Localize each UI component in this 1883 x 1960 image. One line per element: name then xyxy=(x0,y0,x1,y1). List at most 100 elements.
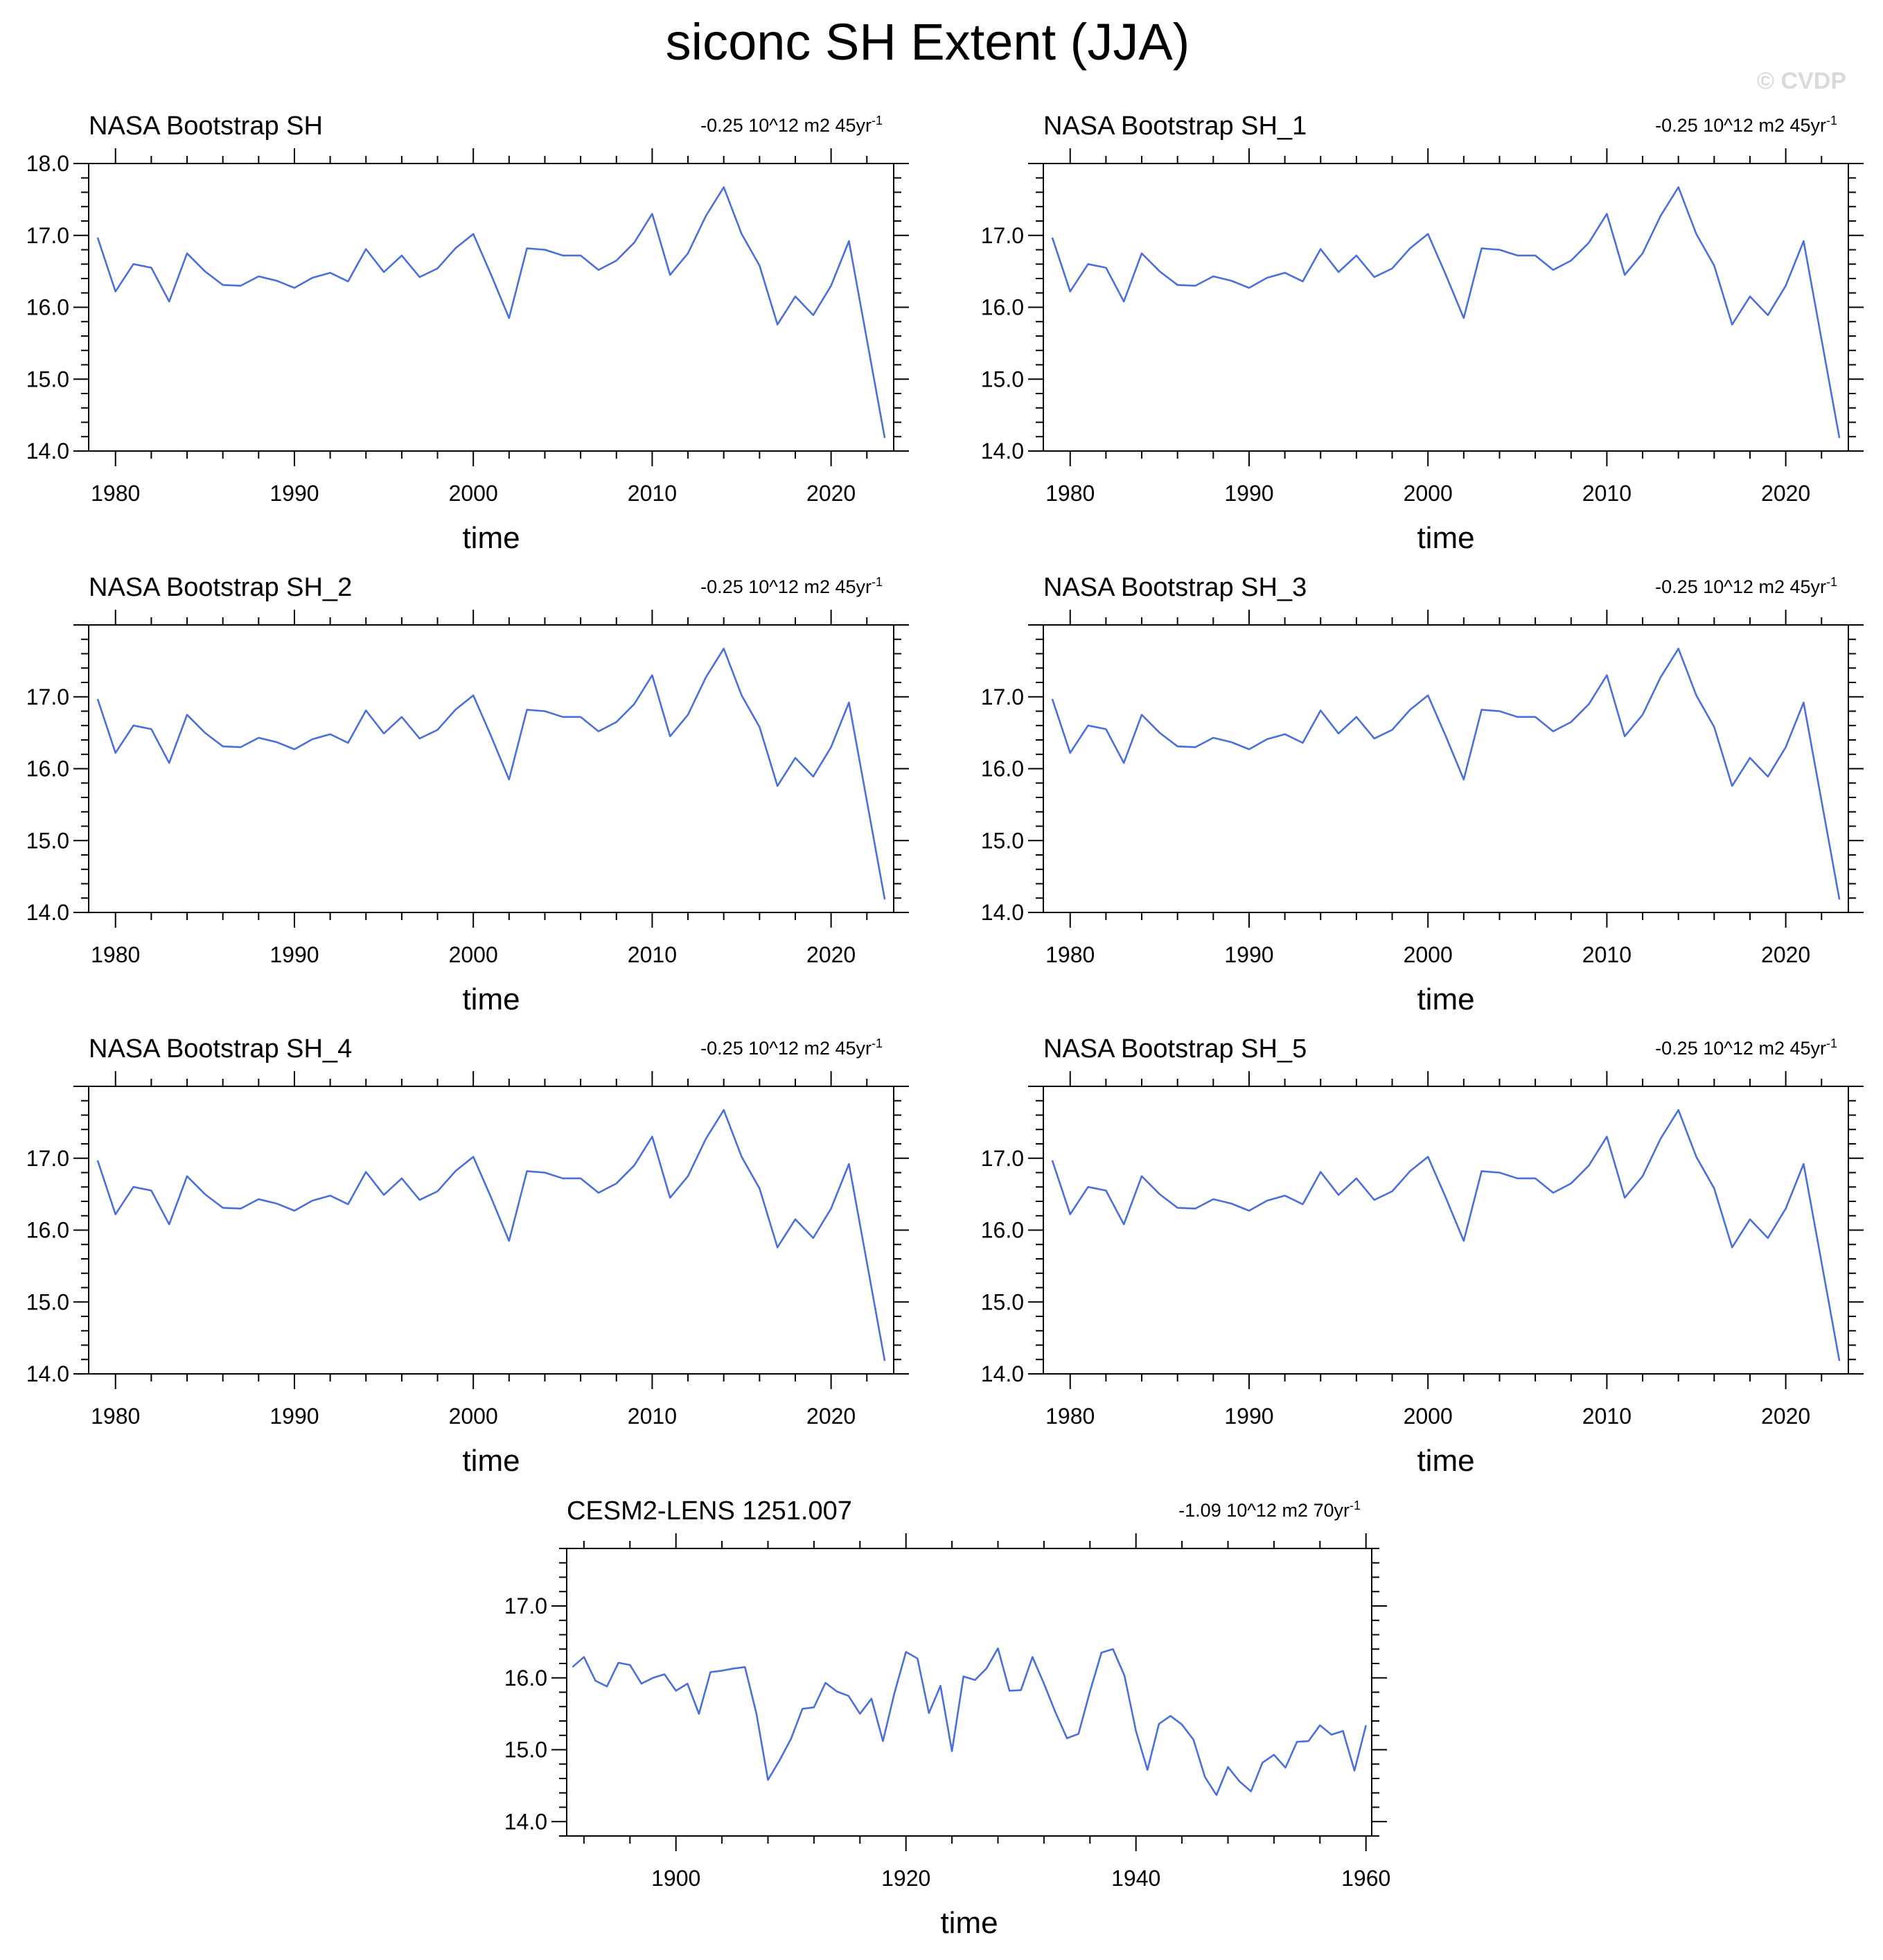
y-tick-label: 17.0 xyxy=(981,685,1024,709)
series-line xyxy=(1051,647,1841,900)
trend-exponent: -1 xyxy=(1350,1499,1361,1512)
series-line xyxy=(1051,186,1841,439)
panel-title: NASA Bootstrap SH_4 xyxy=(89,1034,352,1063)
x-axis-label: time xyxy=(1417,1444,1474,1478)
y-tick-label: 16.0 xyxy=(504,1666,547,1690)
chart-panel-3: NASA Bootstrap SH_3 -0.25 10^12 m2 45yr-1… xyxy=(981,573,1864,1016)
x-tick-label: 1990 xyxy=(1224,942,1273,967)
y-tick-label: 14.0 xyxy=(26,900,69,925)
y-tick-label: 16.0 xyxy=(26,295,69,320)
panel-title: NASA Bootstrap SH_2 xyxy=(89,573,352,602)
y-tick-label: 17.0 xyxy=(504,1593,547,1618)
panel-title: NASA Bootstrap SH_1 xyxy=(1043,112,1307,141)
x-tick-label: 1980 xyxy=(91,1404,140,1429)
y-tick-label: 14.0 xyxy=(981,439,1024,463)
trend-label: -0.25 10^12 m2 45yr-1 xyxy=(1655,575,1837,597)
x-tick-label: 2020 xyxy=(806,1404,856,1429)
panels: NASA Bootstrap SH -0.25 10^12 m2 45yr-1 14… xyxy=(26,112,1864,1940)
y-tick-label: 17.0 xyxy=(26,1146,69,1171)
chart-panel-5: NASA Bootstrap SH_5 -0.25 10^12 m2 45yr-1… xyxy=(981,1034,1864,1478)
x-axis-label: time xyxy=(462,982,520,1016)
x-axis-label: time xyxy=(940,1906,998,1940)
y-tick-label: 17.0 xyxy=(26,223,69,248)
x-tick-label: 2020 xyxy=(806,481,856,506)
y-tick-label: 16.0 xyxy=(981,295,1024,320)
x-tick-label: 2020 xyxy=(1761,1404,1810,1429)
trend-label: -0.25 10^12 m2 45yr-1 xyxy=(700,114,883,136)
series-line xyxy=(96,186,886,439)
panel-title: NASA Bootstrap SH_5 xyxy=(1043,1034,1307,1063)
trend-label: -0.25 10^12 m2 45yr-1 xyxy=(700,1036,883,1059)
x-tick-label: 1990 xyxy=(269,481,319,506)
x-tick-label: 2020 xyxy=(806,942,856,967)
trend-exponent: -1 xyxy=(1826,1036,1837,1050)
chart-panel-1: NASA Bootstrap SH_1 -0.25 10^12 m2 45yr-1… xyxy=(981,112,1864,555)
trend-exponent: -1 xyxy=(872,575,883,589)
x-tick-label: 1980 xyxy=(91,942,140,967)
y-tick-label: 14.0 xyxy=(981,900,1024,925)
x-tick-label: 2020 xyxy=(1761,481,1810,506)
trend-label: -0.25 10^12 m2 45yr-1 xyxy=(700,575,883,597)
trend-label: -0.25 10^12 m2 45yr-1 xyxy=(1655,1036,1837,1059)
x-axis-label: time xyxy=(1417,521,1474,555)
x-tick-label: 2010 xyxy=(1582,1404,1632,1429)
y-tick-label: 18.0 xyxy=(26,151,69,176)
x-tick-label: 2010 xyxy=(1582,942,1632,967)
y-tick-label: 15.0 xyxy=(26,1289,69,1314)
x-tick-label: 1990 xyxy=(1224,481,1273,506)
y-tick-label: 14.0 xyxy=(504,1809,547,1834)
x-tick-label: 1990 xyxy=(269,1404,319,1429)
watermark: © CVDP xyxy=(1757,68,1846,94)
trend-exponent: -1 xyxy=(872,114,883,127)
y-tick-label: 16.0 xyxy=(981,757,1024,782)
x-tick-label: 2020 xyxy=(1761,942,1810,967)
trend-exponent: -1 xyxy=(1826,575,1837,589)
y-tick-label: 17.0 xyxy=(26,685,69,709)
y-tick-label: 15.0 xyxy=(981,367,1024,391)
chart-panel-0: NASA Bootstrap SH -0.25 10^12 m2 45yr-1 14… xyxy=(26,112,909,555)
y-tick-label: 16.0 xyxy=(26,1218,69,1243)
trend-exponent: -1 xyxy=(1826,114,1837,127)
x-axis-label: time xyxy=(462,521,520,555)
trend-label: -0.25 10^12 m2 45yr-1 xyxy=(1655,114,1837,136)
x-axis-label: time xyxy=(1417,982,1474,1016)
x-tick-label: 1920 xyxy=(881,1866,930,1891)
trend-label: -1.09 10^12 m2 70yr-1 xyxy=(1178,1499,1361,1521)
x-tick-label: 2000 xyxy=(449,942,498,967)
x-tick-label: 2000 xyxy=(449,1404,498,1429)
x-tick-label: 2010 xyxy=(628,942,677,967)
y-tick-label: 17.0 xyxy=(981,1146,1024,1171)
x-tick-label: 2010 xyxy=(1582,481,1632,506)
x-tick-label: 1960 xyxy=(1341,1866,1390,1891)
x-tick-label: 2000 xyxy=(1404,1404,1453,1429)
x-tick-label: 2010 xyxy=(628,481,677,506)
y-tick-label: 14.0 xyxy=(26,1361,69,1386)
x-tick-label: 1980 xyxy=(1045,1404,1095,1429)
x-tick-label: 1940 xyxy=(1111,1866,1160,1891)
chart-panel-4: NASA Bootstrap SH_4 -0.25 10^12 m2 45yr-1… xyxy=(26,1034,909,1478)
series-line xyxy=(572,1647,1367,1796)
y-tick-label: 16.0 xyxy=(26,757,69,782)
chart-panel-6: CESM2-LENS 1251.007 -1.09 10^12 m2 70yr-1… xyxy=(504,1497,1391,1940)
x-tick-label: 2000 xyxy=(1404,942,1453,967)
x-tick-label: 2000 xyxy=(449,481,498,506)
y-tick-label: 17.0 xyxy=(981,223,1024,248)
x-tick-label: 2010 xyxy=(628,1404,677,1429)
y-tick-label: 16.0 xyxy=(981,1218,1024,1243)
x-tick-label: 2000 xyxy=(1404,481,1453,506)
y-tick-label: 15.0 xyxy=(26,828,69,853)
panel-title: NASA Bootstrap SH xyxy=(89,112,323,141)
x-axis-label: time xyxy=(462,1444,520,1478)
y-tick-label: 15.0 xyxy=(504,1738,547,1763)
x-tick-label: 1980 xyxy=(91,481,140,506)
y-tick-label: 15.0 xyxy=(981,1289,1024,1314)
y-tick-label: 14.0 xyxy=(981,1361,1024,1386)
series-line xyxy=(1051,1109,1841,1361)
y-tick-label: 15.0 xyxy=(981,828,1024,853)
x-tick-label: 1990 xyxy=(269,942,319,967)
panel-title: CESM2-LENS 1251.007 xyxy=(567,1497,852,1526)
chart-panel-2: NASA Bootstrap SH_2 -0.25 10^12 m2 45yr-1… xyxy=(26,573,909,1016)
series-line xyxy=(96,647,886,900)
x-tick-label: 1980 xyxy=(1045,942,1095,967)
